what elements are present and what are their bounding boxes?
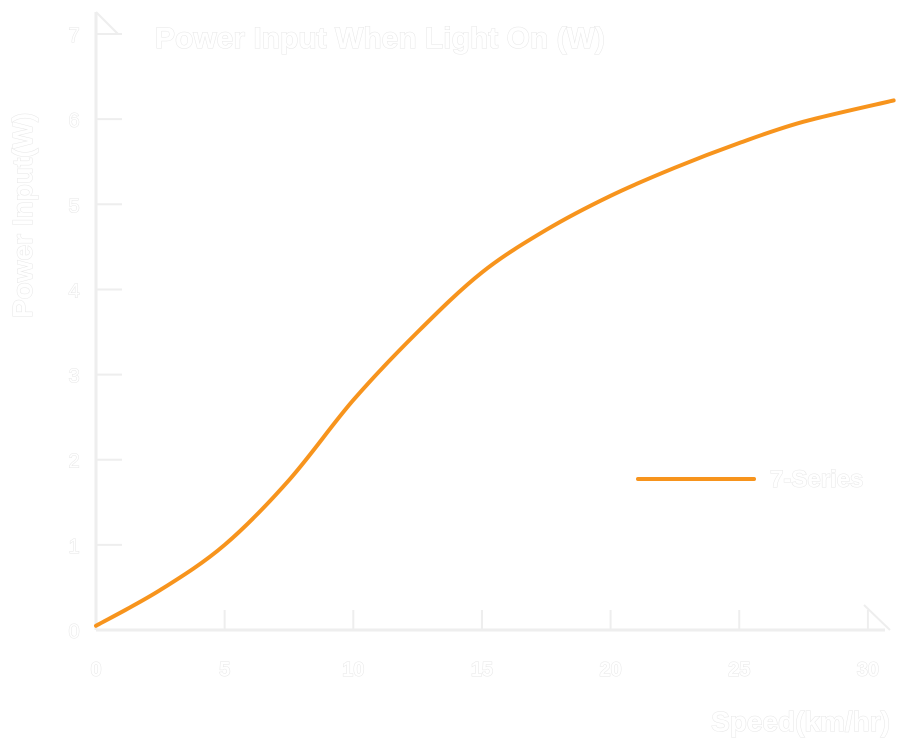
chart-title: Power Input When Light On (W) <box>155 22 605 55</box>
x-tick-label: 30 <box>857 659 879 681</box>
x-axis-label: Speed(km/hr) <box>711 706 890 737</box>
series-line-7-series <box>94 98 896 628</box>
y-tick-label: 7 <box>68 25 79 47</box>
y-tick-label: 2 <box>68 451 79 473</box>
y-tick-label: 1 <box>68 536 79 558</box>
y-tick-label: 6 <box>68 110 79 132</box>
y-axis-label: Power Input(W) <box>7 113 38 318</box>
x-tick-label: 20 <box>599 659 621 681</box>
axis-arrows <box>95 11 891 631</box>
y-tick-label: 5 <box>68 195 79 217</box>
axis-lines <box>94 12 885 632</box>
x-tick-label: 10 <box>342 659 364 681</box>
legend-label: 7-Series <box>770 466 863 493</box>
x-tick-label: 25 <box>728 659 750 681</box>
y-tick-label: 3 <box>68 366 79 388</box>
x-tick-label: 0 <box>90 659 101 681</box>
y-tick-label: 4 <box>68 280 79 302</box>
x-tick-label: 5 <box>219 659 230 681</box>
y-tick-label: 0 <box>68 621 79 643</box>
x-tick-label: 15 <box>471 659 493 681</box>
